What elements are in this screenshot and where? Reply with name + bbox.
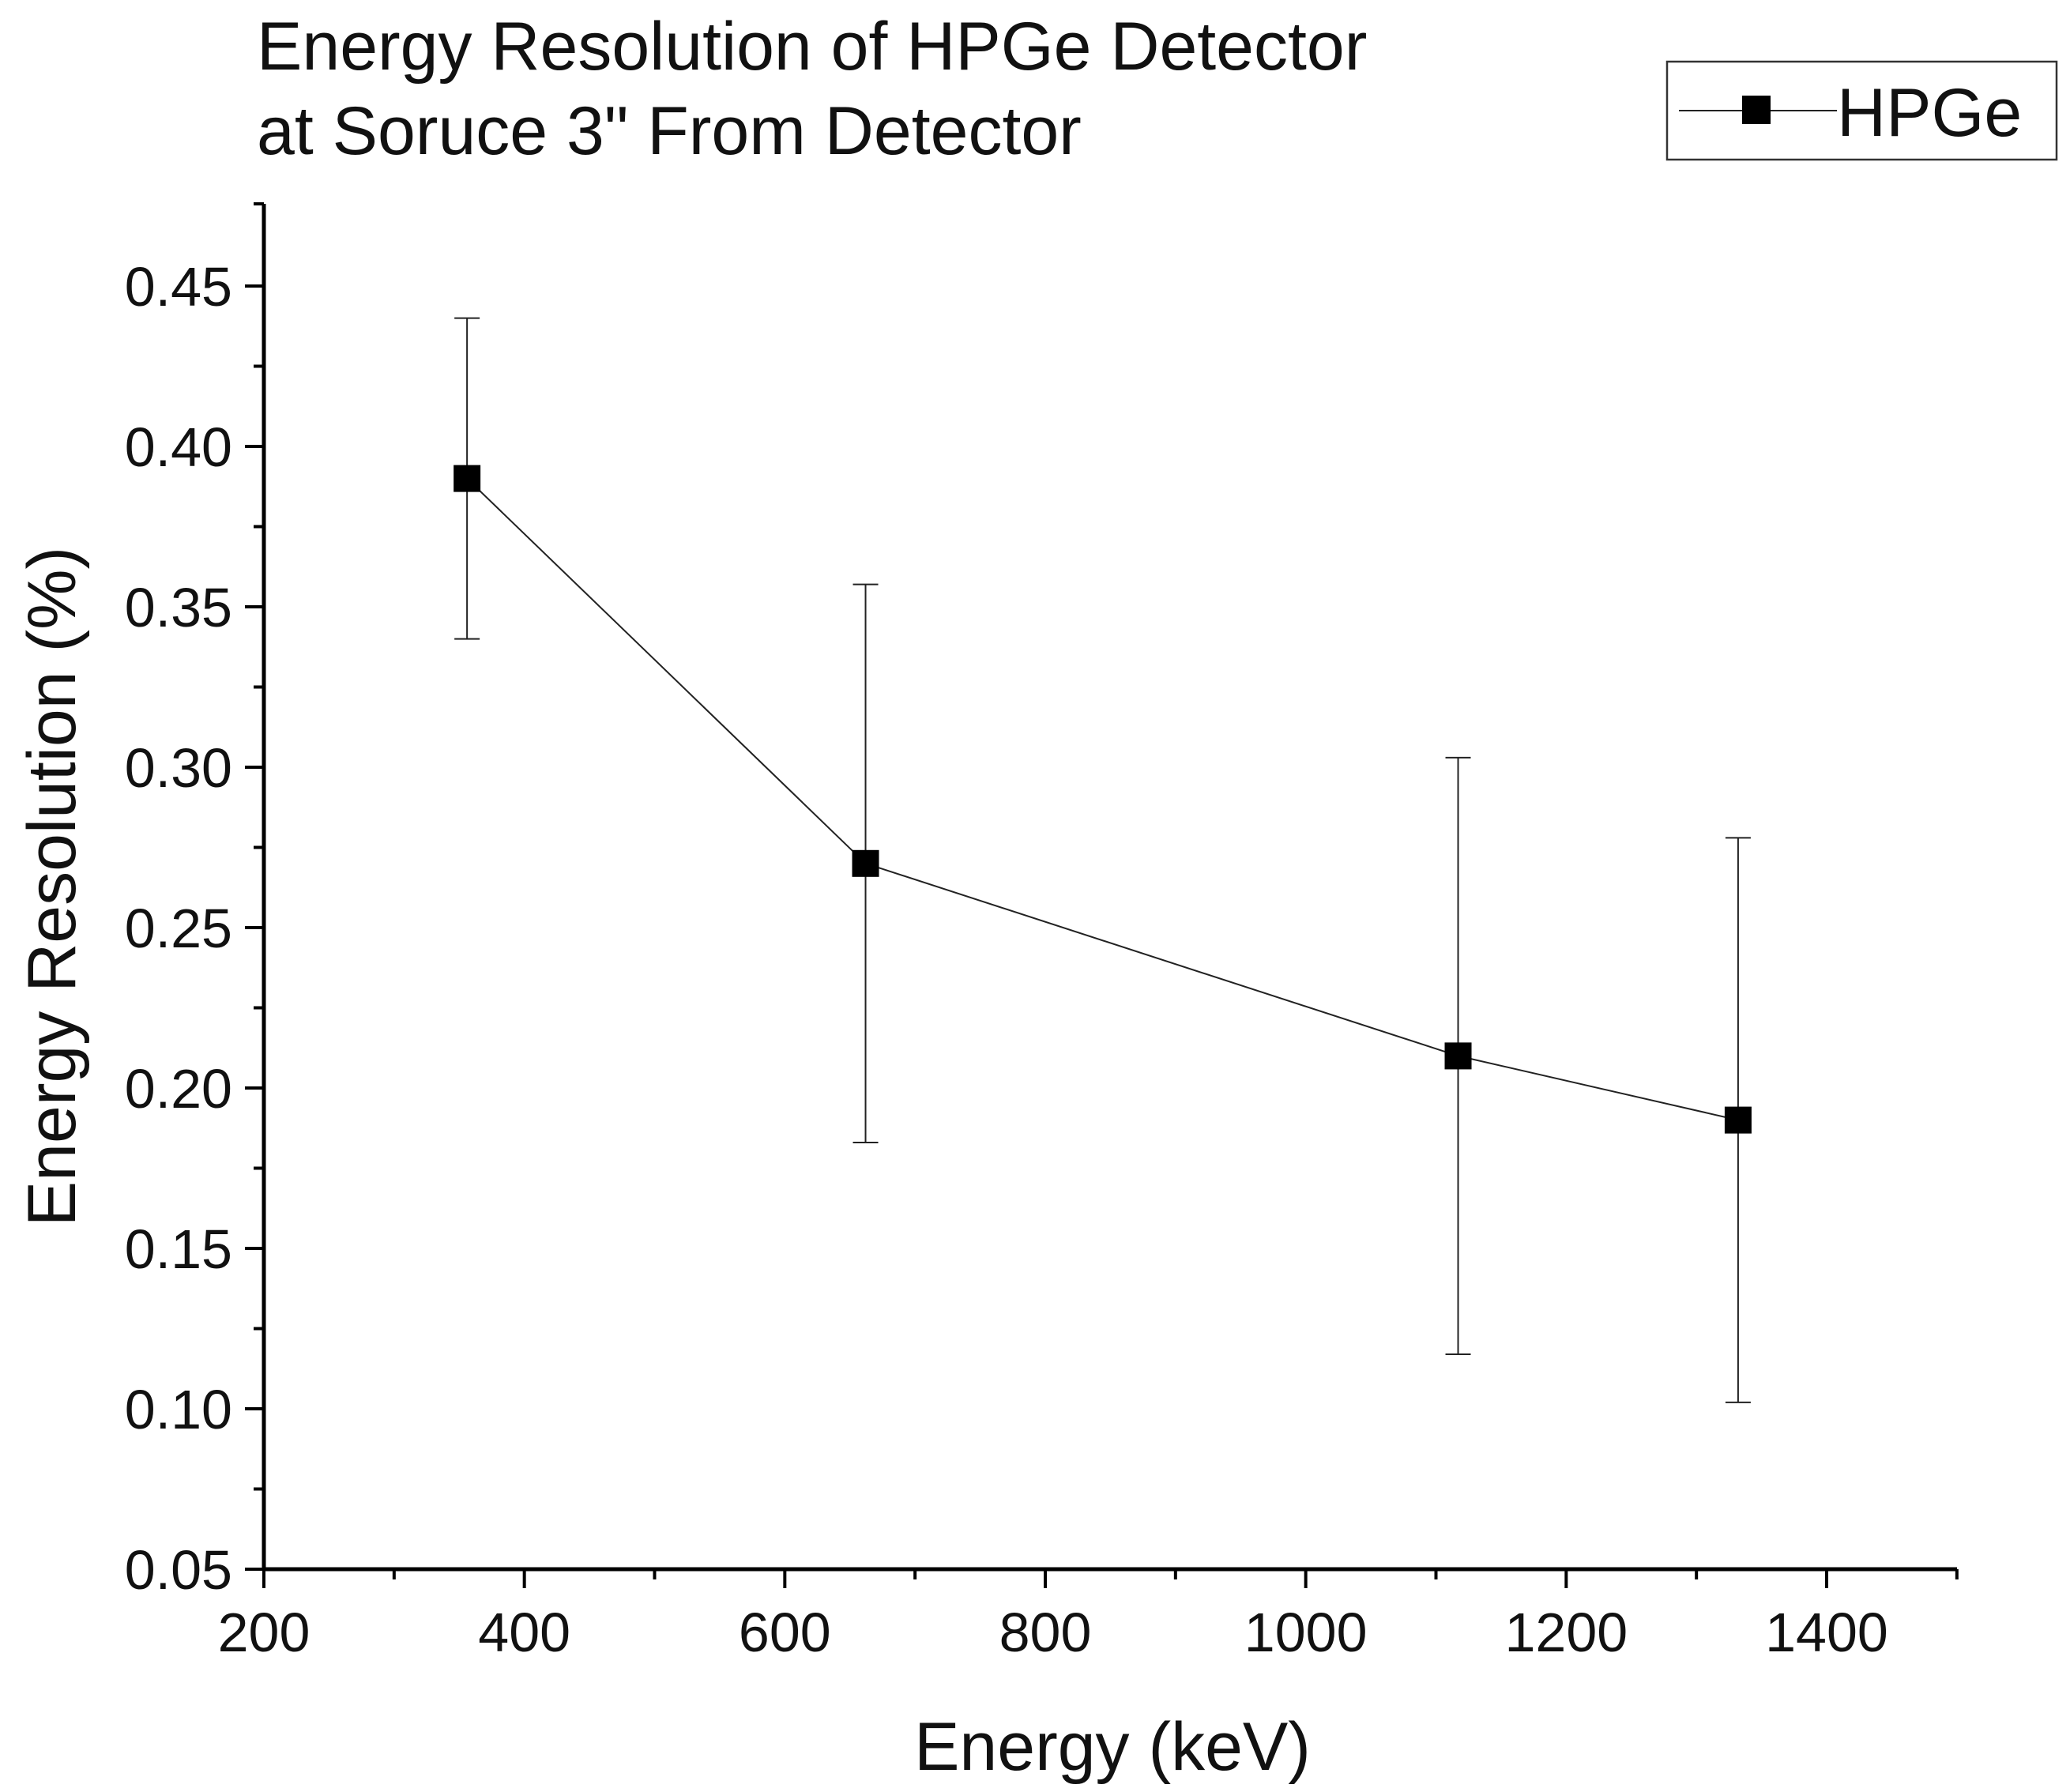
axes	[262, 204, 1957, 1572]
x-tick-label: 400	[478, 1602, 570, 1663]
y-ticks: 0.05 0.10 0.15 0.20 0.25 0.30 0.35 0.40 0.45	[125, 202, 264, 1601]
y-tick-label: 0.20	[125, 1058, 232, 1120]
series-layer	[454, 317, 1752, 1403]
x-tick-label: 1400	[1765, 1602, 1888, 1663]
x-tick-label: 800	[999, 1602, 1092, 1663]
y-axis-label: Energy Resolution (%)	[14, 547, 90, 1226]
y-tick-label: 0.10	[125, 1379, 232, 1440]
x-tick-label: 1000	[1244, 1602, 1368, 1663]
y-tick-label: 0.40	[125, 416, 232, 478]
data-point-marker	[852, 849, 879, 877]
legend-marker	[1742, 96, 1771, 124]
x-ticks: 200 400 600 800 1000 1200 1400	[218, 1569, 1959, 1663]
y-tick-label: 0.15	[125, 1218, 232, 1280]
y-tick-label: 0.45	[125, 256, 232, 318]
legend: HPGe	[1665, 60, 2058, 161]
x-tick-label: 200	[218, 1602, 310, 1663]
x-axis-label: Energy (keV)	[914, 1709, 1311, 1785]
data-point-marker	[1724, 1106, 1752, 1134]
y-tick-label: 0.05	[125, 1539, 232, 1601]
y-tick-label: 0.35	[125, 577, 232, 638]
x-tick-label: 1200	[1504, 1602, 1628, 1663]
chart-title-line-2: at Soruce 3" From Detector	[257, 93, 1082, 169]
y-tick-label: 0.30	[125, 737, 232, 799]
chart-title-line-1: Energy Resolution of HPGe Detector	[257, 9, 1367, 85]
y-tick-label: 0.25	[125, 898, 232, 959]
data-point-marker	[1444, 1042, 1472, 1070]
data-point-marker	[454, 465, 481, 492]
series-line-hpge	[466, 477, 1739, 1121]
x-tick-label: 600	[739, 1602, 831, 1663]
legend-label-hpge: HPGe	[1837, 75, 2022, 151]
